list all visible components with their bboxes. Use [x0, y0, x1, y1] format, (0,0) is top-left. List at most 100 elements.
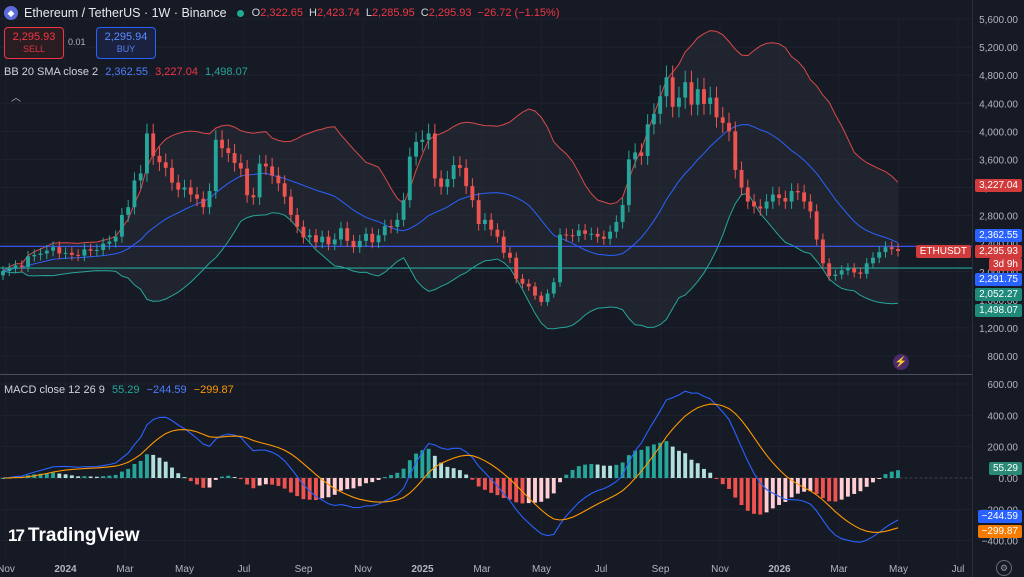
candle-body [270, 166, 275, 176]
macd-line-value: −244.59 [146, 384, 187, 396]
macd-histogram-bar [852, 478, 857, 494]
price-tick-label: 4,400.00 [979, 99, 1018, 110]
macd-histogram-bar [858, 478, 863, 492]
macd-histogram-bar [382, 476, 387, 478]
candle-body [288, 196, 293, 215]
candle-body [570, 235, 575, 237]
candle-body [583, 230, 588, 234]
macd-histogram-bar [639, 449, 644, 478]
candle-body [407, 156, 412, 201]
candle-body [32, 254, 37, 257]
macd-tick-label: 200.00 [987, 443, 1018, 454]
time-tick-label: 2024 [54, 564, 77, 575]
time-tick-label: May [889, 564, 908, 575]
macd-histogram-bar [626, 455, 631, 478]
macd-histogram-bar [808, 478, 813, 492]
candle-body [426, 133, 431, 140]
candle-body [69, 252, 74, 255]
candle-body [620, 205, 625, 222]
macd-histogram-bar [576, 466, 581, 478]
macd-histogram-bar [451, 468, 456, 478]
lightning-icon[interactable]: ⚡ [893, 354, 909, 370]
bb-lower-price-label: 1,498.07 [975, 304, 1022, 317]
candle-body [307, 235, 312, 238]
low-value: 2,285.95 [371, 7, 415, 19]
macd-histogram-bar [82, 476, 87, 478]
macd-histogram-bar [457, 470, 462, 478]
gear-icon[interactable]: ⚙ [996, 560, 1012, 576]
macd-histogram-bar [633, 450, 638, 478]
candle-body [276, 175, 281, 184]
candle-body [626, 159, 631, 206]
price-tick-label: 1,200.00 [979, 324, 1018, 335]
candle-body [833, 274, 838, 276]
candle-body [113, 236, 118, 242]
candle-body [789, 191, 794, 202]
candles [1, 65, 900, 306]
buy-button[interactable]: 2,295.94 BUY [96, 27, 156, 59]
candle-body [877, 252, 882, 258]
candle-body [207, 191, 212, 208]
candle-body [26, 256, 30, 267]
close-key: C [420, 7, 429, 19]
candle-body [714, 97, 719, 118]
bb-upper-line [2, 30, 899, 272]
macd-histogram-bar [651, 444, 656, 478]
macd-histogram-bar [820, 478, 825, 499]
macd-histogram-bar [620, 462, 625, 478]
ohlc-close: C2,295.93 [421, 7, 472, 19]
macd-histogram-bar [276, 478, 281, 486]
bb-basis-value: 2,362.55 [105, 66, 149, 78]
brand-name: TradingView [27, 525, 140, 546]
candle-body [145, 133, 149, 174]
buy-label: BUY [116, 44, 136, 54]
macd-histogram-bar [695, 463, 700, 478]
macd-line [2, 390, 899, 543]
candle-body [51, 247, 56, 251]
macd-histogram-bar [257, 478, 262, 486]
candle-body [432, 133, 437, 179]
candle-body [864, 263, 869, 274]
symbol-title[interactable]: Ethereum / TetherUS · 1W · Binance [24, 6, 227, 20]
macd-tick-label: 0.00 [999, 474, 1019, 485]
candle-body [263, 163, 268, 167]
bb-legend[interactable]: BB 20 SMA close 2 2,362.55 3,227.04 1,49… [4, 66, 248, 78]
candle-body [182, 187, 187, 190]
candle-body [151, 133, 156, 156]
macd-histogram-bar [76, 476, 81, 478]
candle-body [783, 198, 788, 202]
collapse-legend-button[interactable]: ︿ [6, 87, 26, 105]
symbol-header: ◆ Ethereum / TetherUS · 1W · Binance O2,… [4, 4, 566, 22]
macd-histogram-bar [138, 460, 143, 478]
candle-body [451, 165, 456, 180]
macd-histogram-bar [670, 446, 675, 478]
candle-body [595, 233, 600, 237]
candle-body [739, 169, 744, 188]
sell-button[interactable]: 2,295.93 SELL [4, 27, 64, 59]
macd-histogram-bar [702, 468, 706, 478]
price-tick-label: 5,600.00 [979, 15, 1018, 26]
macd-histogram-bar [376, 478, 381, 480]
candle-body [282, 183, 287, 197]
hline-price-label: 2,052.27 [975, 288, 1022, 301]
macd-histogram-bar [295, 478, 300, 497]
macd-histogram-bar [401, 468, 406, 478]
macd-histogram-bar [520, 478, 525, 504]
candle-body [795, 191, 800, 193]
macd-pane [1, 390, 900, 543]
time-tick-label: 2026 [768, 564, 791, 575]
macd-histogram-bar [207, 478, 212, 488]
candle-body [520, 278, 525, 284]
time-axis[interactable]: Nov 2024 Mar May Jul Sep Nov 2025 Mar May Jul Sep No… [0, 564, 964, 575]
macd-histogram-bar [595, 464, 600, 478]
macd-histogram-bar [389, 475, 393, 478]
candle-body [251, 195, 256, 198]
candle-body [777, 194, 782, 199]
candle-body [389, 226, 393, 228]
macd-histogram-bar [1, 478, 5, 479]
candle-body [683, 82, 688, 98]
candle-body [708, 97, 713, 104]
macd-legend[interactable]: MACD close 12 26 9 55.29 −244.59 −299.87 [4, 384, 234, 396]
time-tick-label: May [532, 564, 551, 575]
